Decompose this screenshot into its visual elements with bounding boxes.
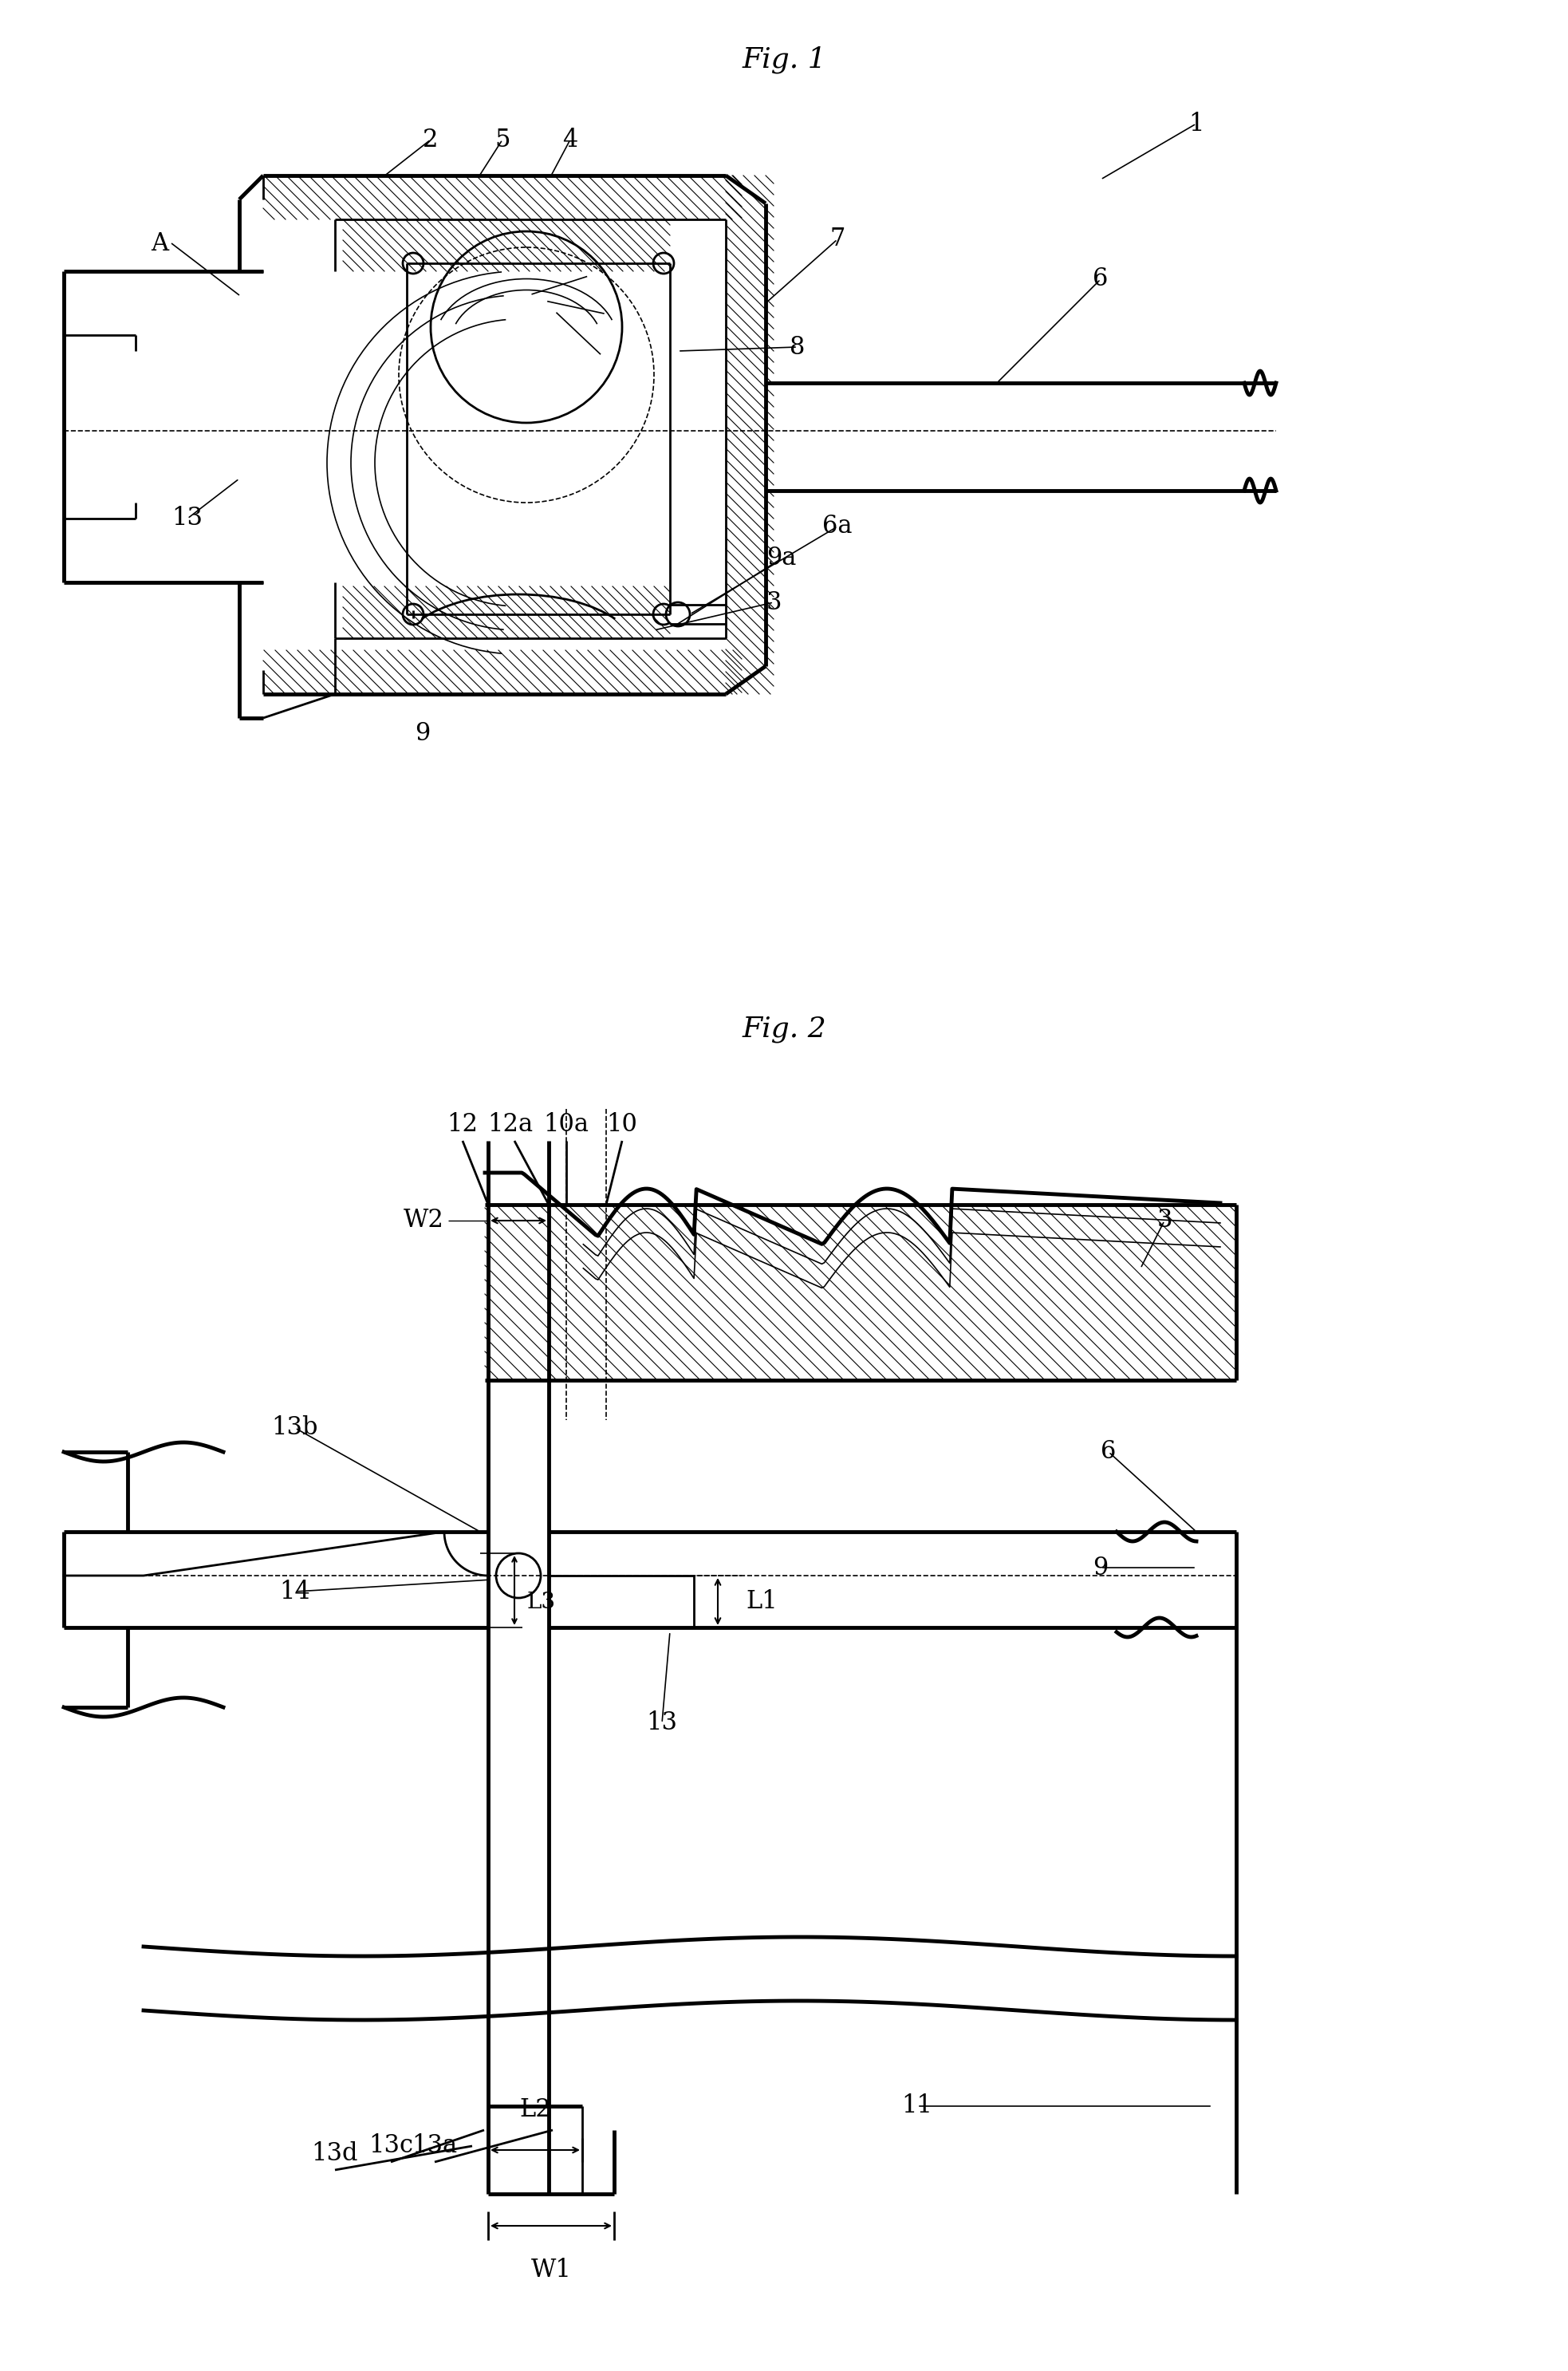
Text: 11: 11 [902, 2094, 933, 2120]
Text: 4: 4 [563, 128, 579, 152]
Text: 12: 12 [447, 1112, 478, 1138]
Text: 3: 3 [765, 590, 781, 614]
Text: 5: 5 [494, 128, 510, 152]
Text: 9: 9 [1093, 1555, 1109, 1579]
Text: 8: 8 [790, 334, 806, 360]
Circle shape [654, 605, 674, 624]
Text: 12a: 12a [488, 1112, 533, 1138]
Text: 13b: 13b [271, 1415, 318, 1442]
Circle shape [666, 602, 690, 626]
Text: W2: W2 [403, 1209, 444, 1233]
Text: 7: 7 [829, 228, 845, 251]
Text: 13: 13 [646, 1712, 677, 1736]
Text: 14: 14 [279, 1579, 310, 1603]
Text: 10a: 10a [544, 1112, 590, 1138]
Circle shape [403, 254, 423, 273]
Text: 1: 1 [1189, 111, 1204, 135]
Text: L2: L2 [519, 2098, 550, 2122]
Text: 6: 6 [1101, 1439, 1116, 1465]
Circle shape [654, 254, 674, 273]
Text: L1: L1 [746, 1589, 778, 1615]
Text: 9a: 9a [767, 545, 797, 571]
Text: Fig. 2: Fig. 2 [742, 1015, 826, 1043]
Text: 6a: 6a [823, 515, 853, 538]
Text: 13: 13 [172, 505, 202, 531]
Text: 13c: 13c [368, 2134, 412, 2158]
Text: Fig. 1: Fig. 1 [742, 45, 826, 74]
Text: 6: 6 [1093, 268, 1109, 292]
Text: 13a: 13a [412, 2134, 458, 2158]
Text: A: A [151, 230, 168, 256]
Text: 2: 2 [423, 128, 439, 152]
Circle shape [403, 605, 423, 624]
Text: L3: L3 [527, 1591, 555, 1612]
Text: 3: 3 [1157, 1209, 1173, 1233]
Text: 9: 9 [416, 721, 430, 747]
Text: 13d: 13d [312, 2141, 359, 2167]
Text: 10: 10 [607, 1112, 638, 1138]
Text: W1: W1 [532, 2257, 571, 2283]
Circle shape [495, 1553, 541, 1598]
